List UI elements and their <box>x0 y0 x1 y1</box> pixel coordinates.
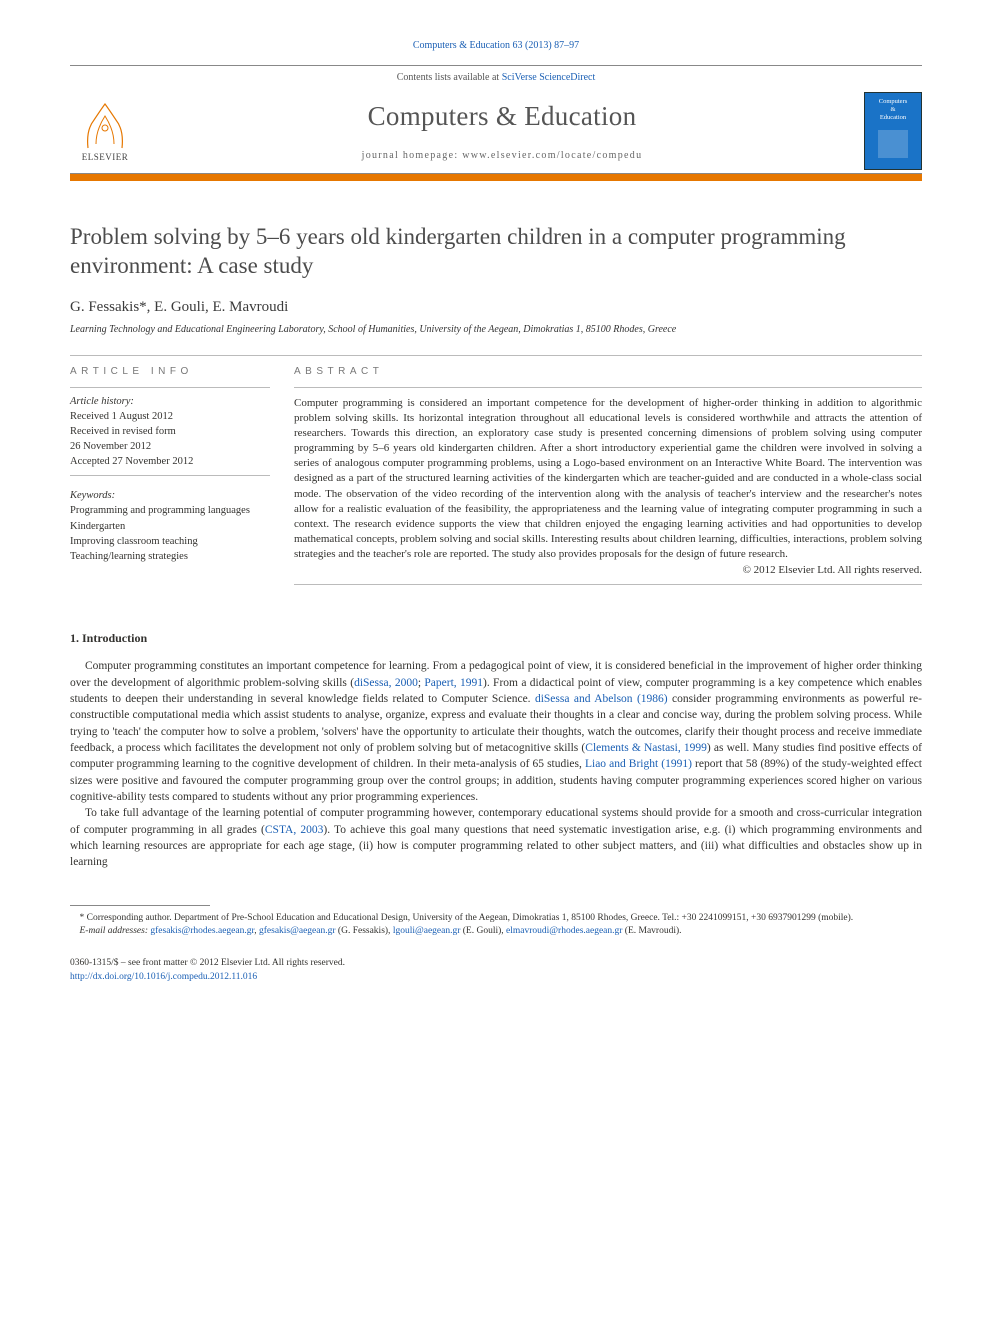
email-link[interactable]: gfesakis@rhodes.aegean.gr <box>150 926 254 936</box>
citation-link[interactable]: Liao and Bright (1991) <box>585 758 692 770</box>
keyword: Kindergarten <box>70 519 270 534</box>
contents-text: Contents lists available at <box>397 72 502 83</box>
running-head: Computers & Education 63 (2013) 87–97 <box>70 40 922 51</box>
email-link[interactable]: elmavroudi@rhodes.aegean.gr <box>506 926 622 936</box>
rule <box>70 387 270 388</box>
authors-rest: , E. Gouli, E. Mavroudi <box>147 299 289 315</box>
email-link[interactable]: lgouli@aegean.gr <box>393 926 461 936</box>
author-1: G. Fessakis <box>70 299 139 315</box>
front-matter-line: 0360-1315/$ – see front matter © 2012 El… <box>70 957 922 971</box>
cover-line2: Education <box>880 114 906 121</box>
elsevier-caption: ELSEVIER <box>82 152 129 162</box>
rule <box>294 584 922 585</box>
paragraph: To take full advantage of the learning p… <box>70 805 922 870</box>
text: (E. Gouli), <box>460 926 506 936</box>
masthead: Contents lists available at SciVerse Sci… <box>70 65 922 174</box>
history-item: 26 November 2012 <box>70 439 270 454</box>
citation-link[interactable]: Clements & Nastasi, 1999 <box>585 742 707 754</box>
rule <box>70 355 922 356</box>
corresponding-star: * <box>139 299 147 315</box>
citation-link[interactable]: CSTA, 2003 <box>265 824 324 836</box>
history-item: Received in revised form <box>70 424 270 439</box>
article-title: Problem solving by 5–6 years old kinderg… <box>70 223 922 281</box>
paragraph: Computer programming constitutes an impo… <box>70 658 922 805</box>
article-info-column: ARTICLE INFO Article history: Received 1… <box>70 366 270 594</box>
contents-label: Contents lists available at SciVerse Sci… <box>70 66 922 87</box>
keyword: Teaching/learning strategies <box>70 549 270 564</box>
email-link[interactable]: gfesakis@aegean.gr <box>259 926 336 936</box>
orange-divider <box>70 174 922 181</box>
authors: G. Fessakis*, E. Gouli, E. Mavroudi <box>70 299 922 316</box>
citation-link[interactable]: diSessa, 2000 <box>354 677 418 689</box>
sciencedirect-link[interactable]: SciVerse ScienceDirect <box>502 72 596 83</box>
doi-link[interactable]: http://dx.doi.org/10.1016/j.compedu.2012… <box>70 972 257 982</box>
citation-link[interactable]: Papert, 1991 <box>424 677 483 689</box>
history-item: Accepted 27 November 2012 <box>70 454 270 469</box>
keyword: Improving classroom teaching <box>70 534 270 549</box>
journal-homepage: journal homepage: www.elsevier.com/locat… <box>140 150 864 161</box>
cover-line1: Computers <box>879 98 908 105</box>
rule <box>70 475 270 476</box>
abstract-text: Computer programming is considered an im… <box>294 396 922 563</box>
corresponding-author-footnote: * Corresponding author. Department of Pr… <box>70 912 922 926</box>
history-heading: Article history: <box>70 396 270 407</box>
citation-link[interactable]: diSessa and Abelson (1986) <box>535 693 668 705</box>
journal-cover-thumb: Computers&Education <box>864 92 922 170</box>
rule <box>294 387 922 388</box>
keywords-heading: Keywords: <box>70 490 270 501</box>
emails-label: E-mail addresses: <box>80 926 151 936</box>
emails-footnote: E-mail addresses: gfesakis@rhodes.aegean… <box>70 925 922 939</box>
abstract-column: ABSTRACT Computer programming is conside… <box>294 366 922 594</box>
text: (E. Mavroudi). <box>622 926 681 936</box>
copyright-doi: 0360-1315/$ – see front matter © 2012 El… <box>70 957 922 985</box>
abstract-heading: ABSTRACT <box>294 366 922 377</box>
affiliation: Learning Technology and Educational Engi… <box>70 324 922 335</box>
section-heading: 1. Introduction <box>70 631 922 646</box>
section-introduction: 1. Introduction Computer programming con… <box>70 631 922 870</box>
keyword: Programming and programming languages <box>70 503 270 518</box>
abstract-copyright: © 2012 Elsevier Ltd. All rights reserved… <box>294 564 922 576</box>
elsevier-logo: ELSEVIER <box>70 91 140 171</box>
footnote-rule <box>70 905 210 906</box>
history-item: Received 1 August 2012 <box>70 409 270 424</box>
journal-name: Computers & Education <box>140 101 864 132</box>
article-info-heading: ARTICLE INFO <box>70 366 270 377</box>
text: (G. Fessakis), <box>336 926 393 936</box>
